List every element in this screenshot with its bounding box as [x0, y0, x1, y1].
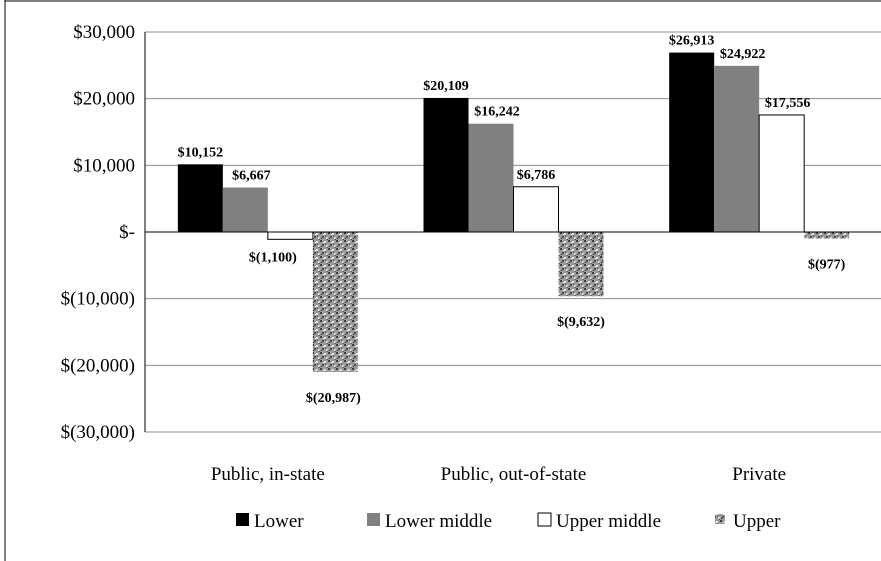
y-tick-label: $30,000 — [73, 22, 135, 43]
data-label: $26,913 — [669, 34, 715, 49]
legend-label-lower: Lower — [254, 511, 304, 532]
data-label: $24,922 — [720, 47, 766, 62]
data-label: $(1,100) — [249, 250, 297, 265]
bar-lower-public-in-state — [177, 164, 223, 232]
data-label: $6,786 — [517, 168, 556, 183]
data-label: $(20,987) — [306, 391, 361, 406]
data-label: $6,667 — [232, 169, 271, 184]
bar-upper-middle-private — [758, 114, 805, 233]
legend: Lower Lower middle Upper middle Upper — [236, 511, 781, 532]
bar-lower-middle-private — [714, 65, 760, 232]
bar-upper-middle-public-out-of-state — [513, 186, 559, 233]
legend-label-upper: Upper — [733, 511, 781, 532]
category-label: Private — [732, 464, 786, 485]
y-tick-label: $(20,000) — [61, 355, 135, 376]
legend-label-upper-middle: Upper middle — [556, 511, 661, 532]
bars — [177, 52, 850, 372]
bar-upper-private — [804, 232, 850, 239]
data-label: $(9,632) — [557, 315, 605, 330]
data-label: $(977) — [808, 258, 846, 273]
y-tick-label: $10,000 — [73, 155, 135, 176]
bar-upper-middle-public-in-state — [267, 231, 314, 240]
y-tick-label: $20,000 — [73, 89, 135, 110]
bar-lower-public-out-of-state — [423, 97, 469, 232]
legend-swatch-lower — [236, 513, 249, 526]
data-label: $17,556 — [765, 96, 811, 111]
data-label: $10,152 — [178, 145, 224, 160]
category-label: Public, in-state — [211, 464, 325, 485]
bar-lower-middle-public-in-state — [222, 187, 268, 232]
legend-label-lower-middle: Lower middle — [385, 511, 492, 532]
legend-swatch-upper — [715, 514, 725, 524]
data-label: $16,242 — [474, 105, 520, 120]
category-label: Public, out-of-state — [441, 464, 587, 485]
legend-swatch-lower-middle — [367, 513, 380, 526]
y-tick-label: $(30,000) — [61, 422, 135, 443]
bar-upper-public-out-of-state — [558, 232, 604, 297]
bar-lower-private — [669, 52, 715, 232]
data-label: $20,109 — [423, 79, 469, 94]
bar-lower-middle-public-out-of-state — [468, 123, 514, 232]
y-tick-label: $(10,000) — [61, 289, 135, 310]
bar-upper-public-in-state — [312, 232, 358, 372]
axes: $30,000 $20,000 $10,000 $- $(10,000) $(20,000… — [4, 0, 881, 561]
legend-swatch-upper-middle — [537, 512, 552, 527]
data-labels: $10,152 $6,667 $(1,100) $(20,987) $20,109 $16… — [178, 34, 846, 406]
y-tick-label: $- — [119, 222, 135, 243]
